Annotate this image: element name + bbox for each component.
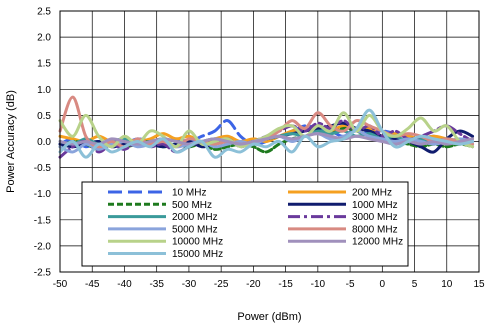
legend-label-3000-mhz: 3000 MHz (352, 212, 398, 223)
legend-label-200-mhz: 200 MHz (352, 188, 392, 199)
y-tick-label: 2.5 (37, 7, 51, 18)
legend-label-5000-mhz: 5000 MHz (172, 224, 218, 235)
legend-label-15000-mhz: 15000 MHz (172, 249, 223, 260)
y-tick-label: 2.0 (37, 33, 51, 44)
x-axis-title: Power (dBm) (237, 311, 301, 323)
legend-label-10-mhz: 10 MHz (172, 188, 206, 199)
plot-area-frame (59, 10, 480, 273)
x-axis-ticks: -50 -45 -40 -35 -30 -25 -20 -15 -10 -5 0 5 10 15 (53, 279, 485, 290)
y-tick-label: -1.5 (34, 215, 52, 226)
x-tick-label: -40 (117, 279, 132, 290)
x-tick-label: 0 (380, 279, 386, 290)
legend-label-12000-mhz: 12000 MHz (352, 237, 403, 248)
y-tick-label: 1.5 (37, 59, 51, 70)
y-tick-label: 0.5 (37, 111, 51, 122)
y-axis-ticks: -2.5 -2.0 -1.5 -1.0 -0.5 0.0 0.5 1.0 1.5 2.0 2.5 (34, 7, 52, 279)
y-axis-title: Power Accuracy (dB) (5, 90, 17, 193)
y-tick-label: -2.5 (34, 268, 52, 279)
x-tick-label: 5 (412, 279, 418, 290)
series-lines (58, 95, 475, 159)
x-tick-label: -45 (85, 279, 100, 290)
y-tick-label: -0.5 (34, 163, 52, 174)
x-tick-label: -30 (182, 279, 197, 290)
y-tick-label: 1.0 (37, 85, 51, 96)
legend-label-10000-mhz: 10000 MHz (172, 237, 223, 248)
y-tick-label: -2.0 (34, 241, 52, 252)
x-tick-label: -50 (53, 279, 68, 290)
x-tick-label: -20 (246, 279, 261, 290)
x-tick-label: -15 (278, 279, 293, 290)
x-tick-label: -5 (346, 279, 355, 290)
legend-label-2000-mhz: 2000 MHz (172, 212, 218, 223)
legend: 10 MHz 200 MHz 500 MHz 1000 MHz 2000 MHz 3000… (81, 181, 409, 267)
y-tick-label: -1.0 (34, 189, 52, 200)
y-tick-label: 0.0 (37, 137, 51, 148)
x-tick-label: -25 (214, 279, 229, 290)
x-tick-label: 15 (473, 279, 485, 290)
series-line-10000-mhz (58, 111, 475, 149)
x-tick-label: -10 (311, 279, 326, 290)
legend-label-8000-mhz: 8000 MHz (352, 224, 398, 235)
series-line-15000-mhz (58, 108, 475, 159)
legend-label-500-mhz: 500 MHz (172, 200, 212, 211)
legend-label-1000-mhz: 1000 MHz (352, 200, 398, 211)
x-tick-label: -35 (149, 279, 164, 290)
x-tick-label: 10 (441, 279, 453, 290)
